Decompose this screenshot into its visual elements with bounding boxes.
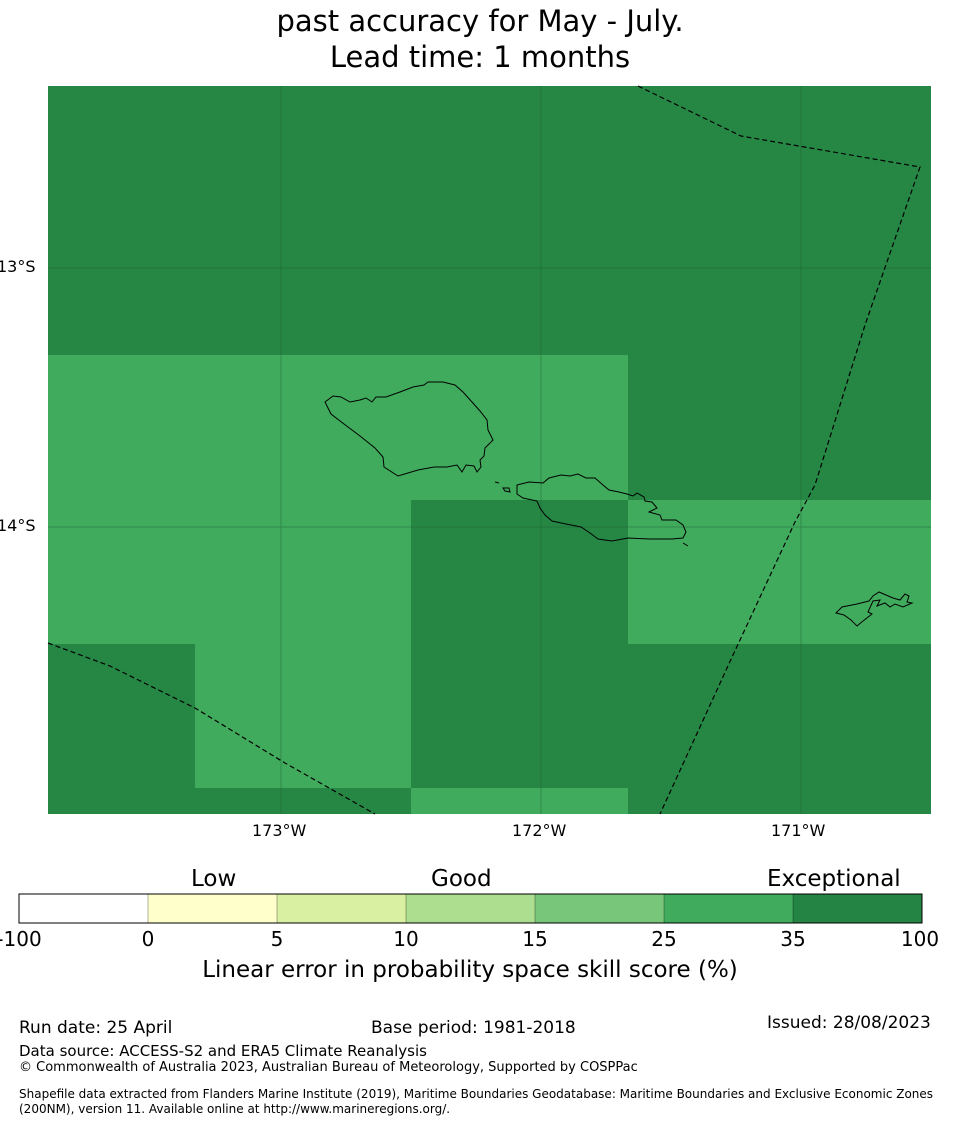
colorbar xyxy=(18,893,923,924)
coastlines xyxy=(324,381,914,627)
colorbar-tick-label: -100 xyxy=(0,927,42,951)
colorbar-segment-1 xyxy=(19,894,148,923)
colorbar-tick-label: 10 xyxy=(393,927,419,951)
lon-label-173w: 173°W xyxy=(252,821,307,840)
skill-region-southwest xyxy=(195,644,411,788)
data-source: Data source: ACCESS-S2 and ERA5 Climate … xyxy=(19,1042,427,1060)
issued-date: Issued: 28/08/2023 xyxy=(767,1013,931,1033)
legend-category-low: Low xyxy=(191,866,237,892)
copyright-notice: © Commonwealth of Australia 2023, Austra… xyxy=(19,1060,638,1075)
shapefile-credit: Shapefile data extracted from Flanders M… xyxy=(19,1087,934,1116)
colorbar-label: Linear error in probability space skill … xyxy=(202,957,738,983)
colorbar-segment-5 xyxy=(535,894,664,923)
boundary-southwest xyxy=(47,642,376,815)
colorbar-segment-3 xyxy=(277,894,406,923)
colorbar-segment-6 xyxy=(664,894,793,923)
colorbar-tick-label: 35 xyxy=(780,927,806,951)
colorbar-tick-label: 0 xyxy=(141,927,155,951)
lon-label-171w: 171°W xyxy=(771,821,826,840)
skill-region-east xyxy=(628,500,931,644)
lat-label-13s: 13°S xyxy=(0,257,36,276)
lat-label-14s: 14°S xyxy=(0,516,36,535)
skill-region-south xyxy=(411,788,628,814)
islet-nuutele xyxy=(682,542,689,547)
legend-category-exceptional: Exceptional xyxy=(767,866,901,892)
colorbar-tick-label: 15 xyxy=(522,927,548,951)
lon-label-172w: 172°W xyxy=(512,821,567,840)
islet-apolima xyxy=(502,487,511,493)
colorbar-segment-2 xyxy=(148,894,277,923)
boundary-north xyxy=(637,85,921,815)
map-gridlines xyxy=(48,86,931,814)
skill-region-west-lower xyxy=(48,500,411,644)
maritime-boundaries xyxy=(47,85,921,815)
skill-region-west xyxy=(48,355,628,500)
base-period: Base period: 1981-2018 xyxy=(371,1018,576,1038)
legend-category-good: Good xyxy=(431,866,492,892)
colorbar-frame xyxy=(18,893,923,924)
islet-manono xyxy=(494,481,500,484)
colorbar-segment-7 xyxy=(793,894,922,923)
island-savaii xyxy=(324,381,494,477)
colorbar-tick-label: 25 xyxy=(651,927,677,951)
map-title-line-2: Lead time: 1 months xyxy=(329,40,631,74)
island-upolu xyxy=(516,473,687,542)
colorbar-tick-label: 100 xyxy=(900,927,940,951)
map-title-line-1: past accuracy for May - July. xyxy=(276,4,684,38)
colorbar-tick-label: 5 xyxy=(270,927,284,951)
colorbar-segment-4 xyxy=(406,894,535,923)
run-date: Run date: 25 April xyxy=(19,1018,173,1038)
skill-map xyxy=(47,85,931,815)
island-tutuila xyxy=(835,591,914,627)
